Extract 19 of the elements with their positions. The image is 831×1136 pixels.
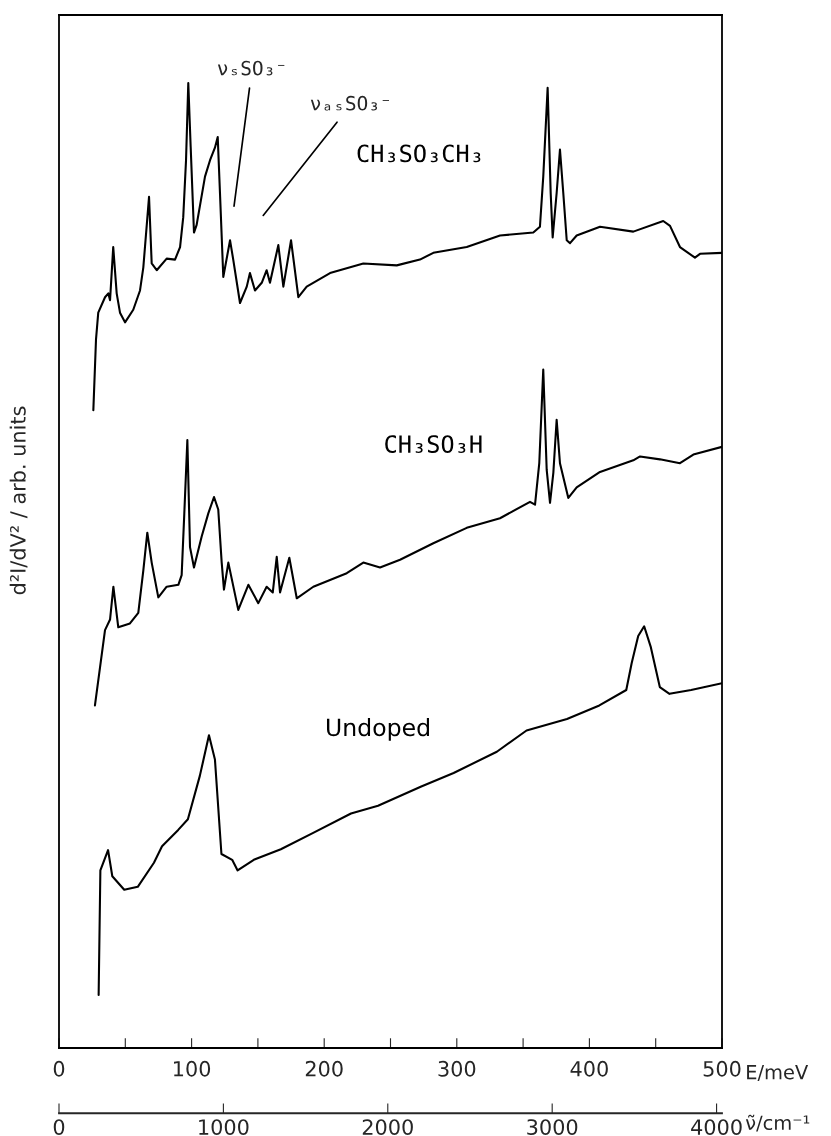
x-tick-label: 100 [174,1060,211,1077]
text: CH₃SO₃H [385,435,482,453]
annotation: νₐₛSO₃⁻ [310,95,390,111]
x2-tick-label: 2000 [362,1119,413,1135]
x2-axis-title: ν̃/cm⁻¹ [745,1114,810,1132]
x2-tick-label: 0 [53,1119,65,1135]
y-axis-title: d²I/dV² / arb. units [9,406,28,595]
x-tick-label: 500 [703,1060,741,1077]
text: νₛSO₃⁻ [217,60,285,76]
x2-tick-label: 3000 [527,1119,578,1135]
series-label: Undoped [326,717,429,741]
x-axis-title: E/meV [747,1065,809,1081]
x-tick-label: 400 [570,1060,608,1077]
x-tick-label: 0 [53,1060,65,1077]
x2-tick-label: 1000 [199,1119,249,1135]
x-tick-label: 300 [438,1060,476,1077]
text: CH₃SO₃CH₃ [357,144,481,163]
x2-tick-label: 4000 [691,1119,742,1135]
x-tick-label: 200 [305,1060,343,1077]
